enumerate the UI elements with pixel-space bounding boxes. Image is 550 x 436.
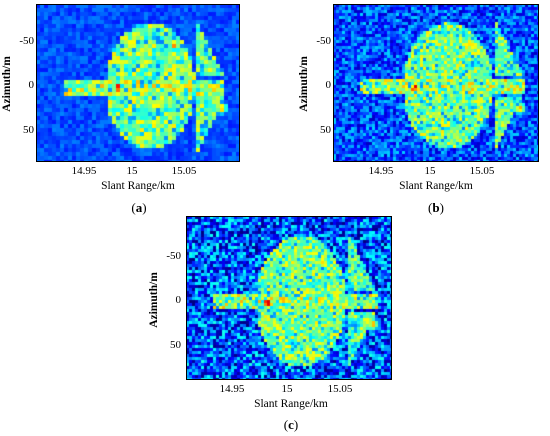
xtick-b-2: 15.05 — [469, 165, 495, 177]
xtick-c-2: 15.05 — [327, 383, 353, 395]
ytick-a-0: -50 — [19, 35, 34, 47]
sar-image-a — [36, 4, 240, 162]
ytick-c-1: 0 — [175, 294, 182, 306]
xtick-a-1: 15 — [126, 165, 138, 177]
ylabel-c: Azimuth/m — [148, 272, 160, 328]
ylabel-a: Azimuth/m — [1, 56, 13, 112]
sar-image-b — [333, 4, 539, 162]
sar-image-c — [186, 216, 392, 380]
ytick-b-0: -50 — [316, 35, 331, 47]
panel-b: -50 0 50 Azimuth/m 14.95 15 15.05 Slant … — [280, 0, 550, 220]
heatmap-a — [36, 4, 240, 162]
panel-a: -50 0 50 Azimuth/m 14.95 15 15.05 Slant … — [0, 0, 260, 220]
ytick-b-1: 0 — [325, 79, 332, 91]
xtick-a-0: 14.95 — [71, 165, 97, 177]
caption-b: (b) — [428, 200, 444, 215]
xtick-b-0: 14.95 — [368, 165, 394, 177]
caption-c: (c) — [283, 417, 299, 432]
xtick-a-2: 15.05 — [171, 165, 197, 177]
ytick-a-2: 50 — [23, 124, 34, 136]
caption-a: (a) — [131, 200, 147, 215]
ytick-c-2: 50 — [170, 339, 181, 351]
heatmap-c — [186, 216, 392, 380]
ylabel-b: Azimuth/m — [298, 56, 310, 112]
xtick-b-1: 15 — [424, 165, 436, 177]
ytick-c-0: -50 — [166, 250, 181, 262]
xlabel-a: Slant Range/km — [101, 180, 175, 192]
ytick-b-2: 50 — [320, 124, 331, 136]
panel-c: -50 0 50 Azimuth/m 14.95 15 15.05 Slant … — [130, 212, 420, 436]
ytick-a-1: 0 — [28, 79, 35, 91]
xlabel-c: Slant Range/km — [254, 398, 328, 410]
heatmap-b — [333, 4, 539, 162]
xtick-c-0: 14.95 — [219, 383, 245, 395]
xlabel-b: Slant Range/km — [399, 180, 473, 192]
xtick-c-1: 15 — [281, 383, 293, 395]
